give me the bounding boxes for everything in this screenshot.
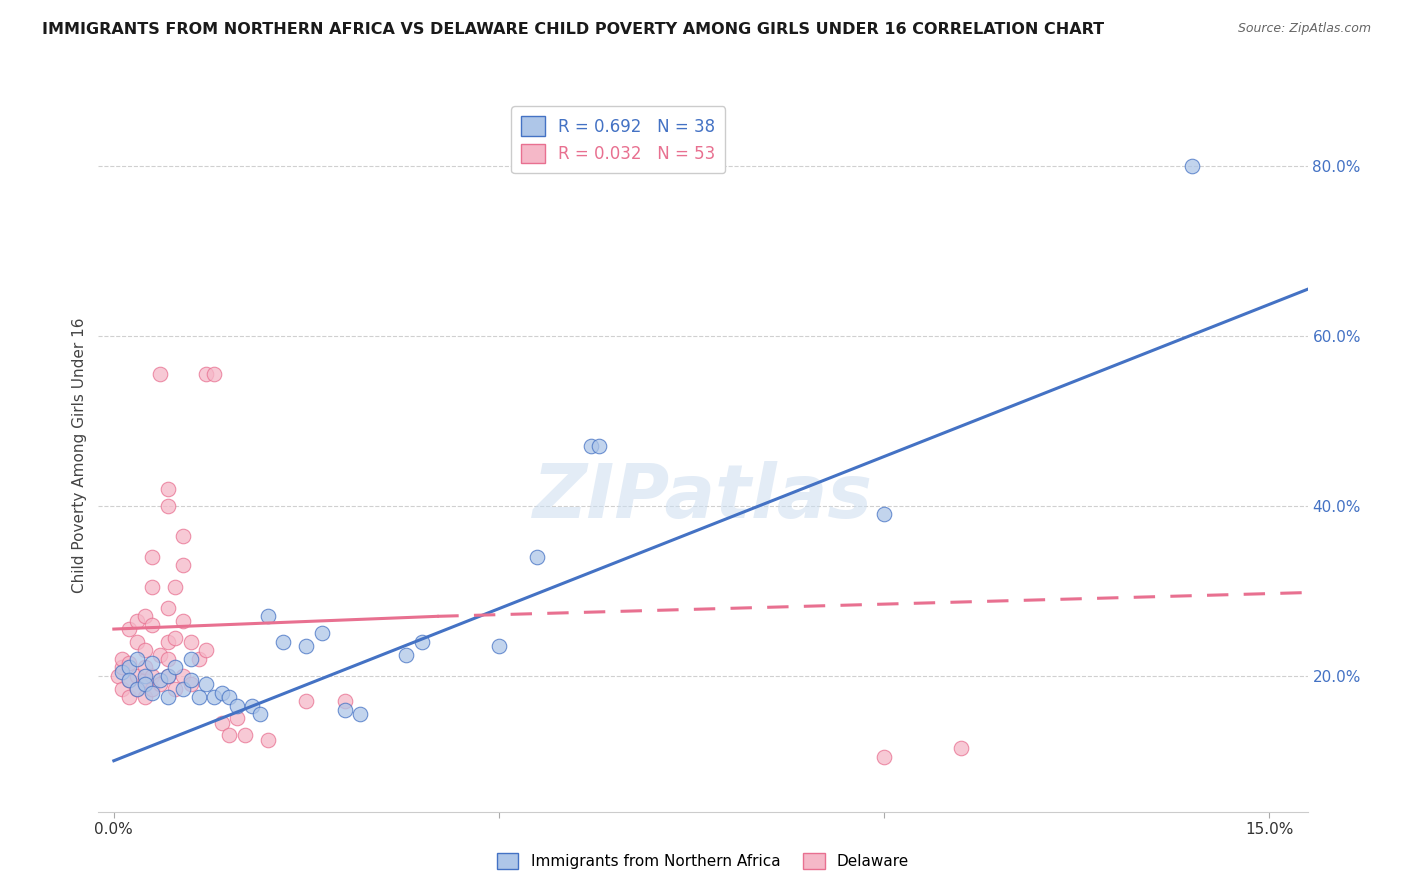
Point <box>134 643 156 657</box>
Point <box>141 681 163 696</box>
Point <box>141 686 163 700</box>
Point <box>195 368 218 382</box>
Point <box>110 652 132 666</box>
Point <box>271 635 294 649</box>
Point <box>141 617 163 632</box>
Point <box>134 677 156 691</box>
Point <box>125 635 148 649</box>
Point <box>526 549 548 564</box>
Point <box>395 648 418 662</box>
Point <box>149 677 172 691</box>
Point <box>107 669 129 683</box>
Point <box>257 609 280 624</box>
Legend: R = 0.692   N = 38, R = 0.032   N = 53: R = 0.692 N = 38, R = 0.032 N = 53 <box>512 106 725 173</box>
Point <box>349 706 371 721</box>
Point <box>195 677 218 691</box>
Point <box>311 626 333 640</box>
Point <box>134 660 156 674</box>
Point <box>295 694 318 708</box>
Point <box>141 549 163 564</box>
Point <box>118 673 141 687</box>
Point <box>141 669 163 683</box>
Legend: Immigrants from Northern Africa, Delaware: Immigrants from Northern Africa, Delawar… <box>491 847 915 875</box>
Point <box>202 690 225 704</box>
Point <box>411 635 433 649</box>
Point <box>226 711 249 725</box>
Point <box>125 652 148 666</box>
Point <box>211 686 233 700</box>
Point <box>149 368 172 382</box>
Point <box>202 368 225 382</box>
Point <box>187 690 209 704</box>
Point <box>156 482 179 496</box>
Point <box>149 648 172 662</box>
Point <box>125 681 148 696</box>
Point <box>873 749 896 764</box>
Point <box>118 673 141 687</box>
Point <box>125 669 148 683</box>
Point <box>172 614 194 628</box>
Point <box>1181 159 1204 173</box>
Point <box>873 508 896 522</box>
Point <box>172 681 194 696</box>
Point <box>226 698 249 713</box>
Point <box>165 660 187 674</box>
Point <box>180 652 202 666</box>
Point <box>950 741 973 756</box>
Point <box>156 499 179 513</box>
Point <box>488 639 510 653</box>
Point <box>165 681 187 696</box>
Text: IMMIGRANTS FROM NORTHERN AFRICA VS DELAWARE CHILD POVERTY AMONG GIRLS UNDER 16 C: IMMIGRANTS FROM NORTHERN AFRICA VS DELAW… <box>42 22 1104 37</box>
Point <box>156 690 179 704</box>
Point <box>125 614 148 628</box>
Point <box>118 622 141 636</box>
Point <box>257 732 280 747</box>
Point <box>581 439 603 453</box>
Point <box>141 580 163 594</box>
Point <box>118 656 141 670</box>
Point <box>211 715 233 730</box>
Point <box>249 706 271 721</box>
Point <box>165 580 187 594</box>
Point <box>233 728 256 742</box>
Point <box>333 703 356 717</box>
Point <box>110 660 132 674</box>
Point <box>125 681 148 696</box>
Point <box>218 728 240 742</box>
Y-axis label: Child Poverty Among Girls Under 16: Child Poverty Among Girls Under 16 <box>72 318 87 592</box>
Point <box>156 652 179 666</box>
Point <box>218 690 240 704</box>
Point <box>110 665 132 679</box>
Point <box>295 639 318 653</box>
Point <box>141 656 163 670</box>
Point <box>195 643 218 657</box>
Point <box>180 673 202 687</box>
Point <box>588 439 610 453</box>
Point <box>134 673 156 687</box>
Point <box>156 635 179 649</box>
Point <box>165 631 187 645</box>
Point <box>172 558 194 573</box>
Point <box>242 698 264 713</box>
Point <box>172 669 194 683</box>
Point <box>118 660 141 674</box>
Text: Source: ZipAtlas.com: Source: ZipAtlas.com <box>1237 22 1371 36</box>
Point <box>118 690 141 704</box>
Point <box>156 669 179 683</box>
Text: ZIPatlas: ZIPatlas <box>533 461 873 534</box>
Point <box>180 677 202 691</box>
Point <box>156 600 179 615</box>
Point <box>110 681 132 696</box>
Point <box>134 690 156 704</box>
Point <box>134 609 156 624</box>
Point <box>172 528 194 542</box>
Point <box>180 635 202 649</box>
Point <box>156 669 179 683</box>
Point <box>333 694 356 708</box>
Point <box>187 652 209 666</box>
Point <box>149 673 172 687</box>
Point <box>134 669 156 683</box>
